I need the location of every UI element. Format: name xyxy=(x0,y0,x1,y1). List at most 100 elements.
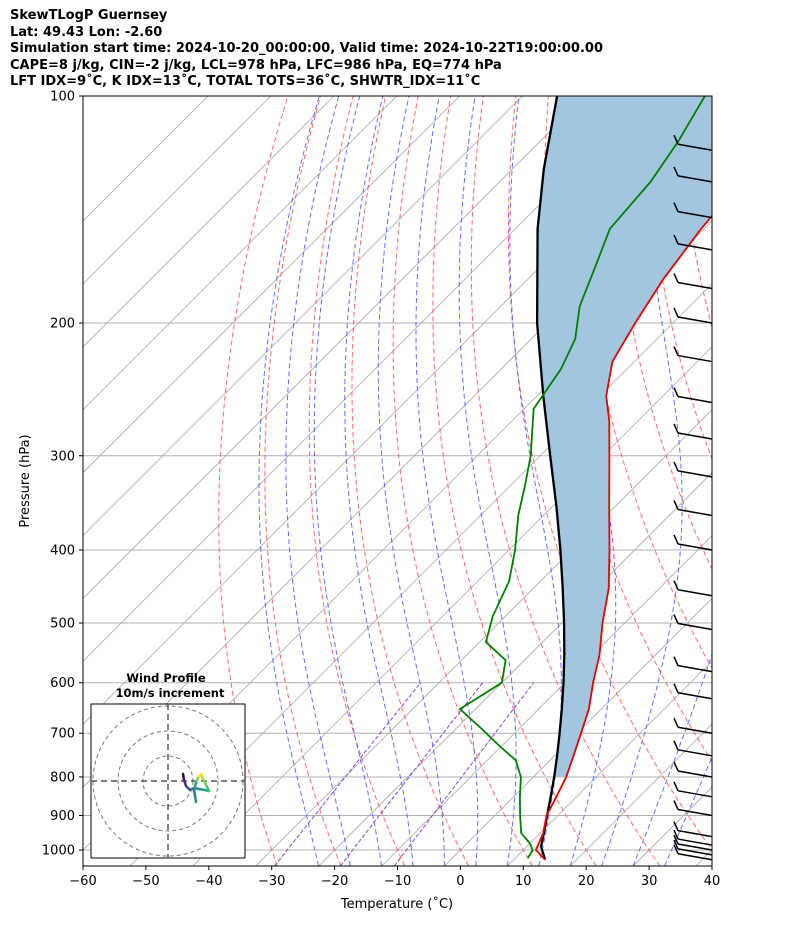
dry-adiabat xyxy=(218,96,289,866)
wind-barb-staff xyxy=(677,852,713,861)
wind-barb-feather xyxy=(673,740,679,751)
y-tick-label: 600 xyxy=(50,676,75,691)
wind-barb xyxy=(673,656,713,673)
wind-barb-feather xyxy=(673,844,679,855)
wind-barb-staff xyxy=(677,508,713,517)
isotherm-line xyxy=(507,660,712,866)
isotherm-line xyxy=(129,283,712,866)
x-tick-label: −20 xyxy=(321,874,348,889)
y-tick-label: 200 xyxy=(50,316,75,331)
wind-barb xyxy=(673,346,713,363)
wind-barb xyxy=(673,134,713,151)
y-tick-label: 1000 xyxy=(42,844,75,859)
x-tick-label: 10 xyxy=(515,874,532,889)
wind-barb-staff xyxy=(677,726,713,734)
wind-barb xyxy=(673,614,713,631)
moist-adiabat xyxy=(377,96,445,866)
chart-title: SkewTLogP Guernsey xyxy=(10,8,168,23)
x-tick-label: 0 xyxy=(456,874,464,889)
wind-barb-staff xyxy=(677,316,713,324)
wind-barb-feather xyxy=(673,761,679,772)
wind-barb-staff xyxy=(677,470,713,478)
dry-adiabat xyxy=(392,96,533,866)
wind-barb xyxy=(673,307,713,324)
wind-barb xyxy=(673,717,713,734)
wind-barb-staff xyxy=(677,143,713,151)
axis-ticks: −60 −50 −40 −30 −20 −10 0 10 20 30 40 1000 900 800 700… xyxy=(42,90,720,890)
wind-barb xyxy=(673,423,713,440)
chart-header: SkewTLogP Guernsey Lat: 49.43 Lon: -2.60… xyxy=(10,8,603,91)
wind-barb-staff xyxy=(677,691,713,700)
wind-barb-feather xyxy=(673,683,679,694)
dry-adiabat xyxy=(264,96,342,866)
wind-barb-feather xyxy=(673,821,679,831)
x-tick-label: 40 xyxy=(704,874,721,889)
wind-barb-feather xyxy=(673,234,679,245)
wind-barb-staff xyxy=(677,843,713,851)
moist-adiabat xyxy=(601,96,683,866)
wind-barb xyxy=(673,166,713,183)
wind-barb xyxy=(673,534,713,551)
parcel-profile-line xyxy=(535,96,566,861)
isotherm-line xyxy=(83,96,398,411)
isotherm-line xyxy=(255,409,712,866)
wind-barb-feather xyxy=(673,307,679,318)
y-tick-label: 100 xyxy=(50,90,75,105)
hodograph-segment xyxy=(193,794,198,804)
wind-barb xyxy=(673,829,713,846)
wind-barb xyxy=(673,202,713,219)
wind-barb-feather xyxy=(673,346,679,356)
wind-barb-staff xyxy=(677,749,713,757)
wind-barb xyxy=(673,387,713,404)
y-tick-label: 900 xyxy=(50,809,75,824)
y-tick-label: 700 xyxy=(50,727,75,742)
moist-adiabat xyxy=(632,652,712,866)
x-tick-label: −60 xyxy=(69,874,96,889)
wind-barb-feather xyxy=(673,839,679,850)
dry-adiabat xyxy=(351,96,470,866)
profile-layer xyxy=(458,96,712,861)
y-axis-label: Pressure (hPa) xyxy=(18,434,33,527)
moist-adiabat xyxy=(458,96,517,866)
wind-barb xyxy=(673,839,713,856)
isotherm-line xyxy=(83,96,272,285)
wind-barb xyxy=(673,234,713,251)
wind-barb-staff xyxy=(677,281,713,290)
cape-area xyxy=(537,96,712,777)
wind-barb-staff xyxy=(677,808,713,817)
wind-barb-staff xyxy=(677,210,713,219)
wind-barb-staff xyxy=(677,588,713,597)
isotherm-line xyxy=(569,723,712,866)
dry-adiabat xyxy=(507,96,712,851)
wind-barb-feather xyxy=(673,534,679,545)
moist-adiabat xyxy=(313,96,382,866)
wind-barb-staff xyxy=(677,770,713,778)
wind-barb-feather xyxy=(673,423,679,434)
mixing-ratio-line xyxy=(339,682,484,866)
location-line: Lat: 49.43 Lon: -2.60 xyxy=(10,24,163,40)
wind-barb-feather xyxy=(673,614,679,624)
wind-barb-staff xyxy=(677,243,713,251)
wind-barb xyxy=(673,683,713,700)
wind-barb-staff xyxy=(677,543,713,551)
x-axis-label: Temperature (˚C) xyxy=(340,896,453,912)
wind-barb xyxy=(673,844,713,861)
wind-barb xyxy=(673,580,713,597)
moist-adiabat xyxy=(344,96,414,866)
wind-barb-feather xyxy=(673,387,679,397)
cape-line: CAPE=8 j/kg, CIN=-2 j/kg, LCL=978 hPa, L… xyxy=(10,57,502,73)
dry-adiabat xyxy=(744,96,794,866)
mixing-ratio-line xyxy=(274,682,421,866)
hodograph-ring xyxy=(117,730,219,832)
dry-adiabat xyxy=(645,96,712,461)
wind-barb xyxy=(673,761,713,778)
moist-adiabat xyxy=(258,96,320,866)
y-tick-label: 300 xyxy=(50,449,75,464)
hodograph xyxy=(91,704,245,858)
wind-barb xyxy=(673,821,713,838)
wind-barb-feather xyxy=(673,656,679,666)
wind-barb-feather xyxy=(673,273,679,283)
isotherm-line xyxy=(83,96,335,348)
x-tick-label: −50 xyxy=(132,874,159,889)
inset-title: Wind Profile xyxy=(126,671,206,685)
